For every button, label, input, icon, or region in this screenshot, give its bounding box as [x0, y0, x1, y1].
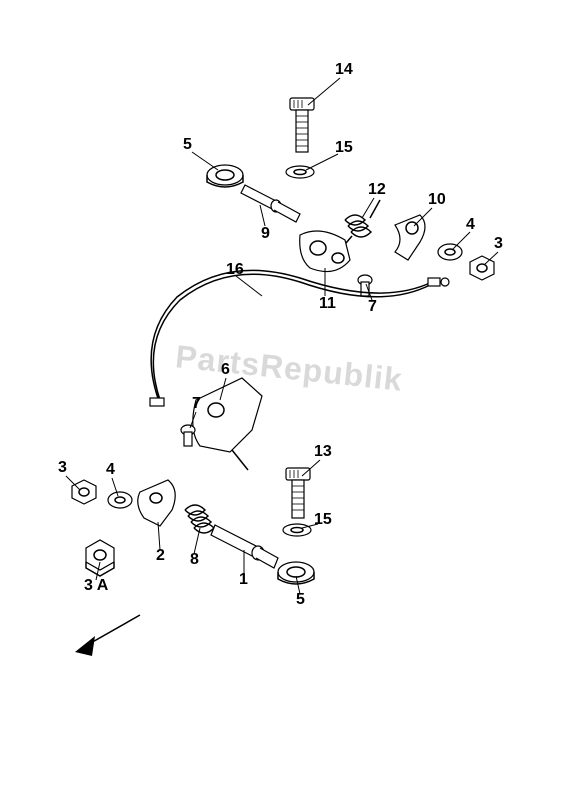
part-bracket-11 — [300, 231, 350, 272]
callout-3A: 3 A — [84, 578, 108, 594]
callout-3-upper: 3 — [494, 236, 503, 252]
callout-2: 2 — [156, 548, 165, 564]
callout-12: 12 — [368, 182, 386, 198]
callout-4-upper: 4 — [466, 217, 475, 233]
part-bracket-10 — [395, 215, 425, 260]
diagram-canvas: PartsRepublik — [0, 0, 565, 800]
callout-16: 16 — [226, 262, 244, 278]
diagram-svg — [0, 0, 565, 800]
callout-7-upper: 7 — [368, 299, 377, 315]
callout-14: 14 — [335, 62, 353, 78]
callout-10: 10 — [428, 192, 446, 208]
part-washer-4-upper — [438, 244, 462, 260]
callout-15-lower: 15 — [314, 512, 332, 528]
callout-5-upper: 5 — [183, 137, 192, 153]
leader-lines — [66, 78, 498, 594]
part-seal-5-upper — [207, 165, 243, 187]
part-bracket-6 — [193, 378, 262, 470]
part-screw-7-lower — [181, 425, 195, 446]
callout-15-upper: 15 — [335, 140, 353, 156]
callout-6: 6 — [221, 362, 230, 378]
callout-11: 11 — [319, 296, 336, 312]
direction-arrow — [75, 615, 140, 656]
callout-9: 9 — [261, 226, 270, 242]
callout-8: 8 — [190, 552, 199, 568]
part-seal-5-lower — [278, 562, 314, 584]
part-cable-16 — [150, 270, 449, 406]
part-bolt-13 — [286, 468, 310, 518]
callout-7-lower: 7 — [192, 396, 201, 412]
part-bolt-14 — [290, 98, 314, 152]
callout-3-left: 3 — [58, 460, 67, 476]
part-washer-4-lower — [108, 492, 132, 508]
callout-1: 1 — [239, 572, 248, 588]
part-lever-2 — [138, 480, 175, 526]
part-nut-3-left — [72, 480, 96, 504]
part-nut-3A — [86, 540, 114, 576]
part-shaft-9 — [241, 185, 300, 222]
callout-4-lower: 4 — [106, 462, 115, 478]
part-washer-15-lower — [283, 524, 311, 536]
callout-5-lower: 5 — [296, 592, 305, 608]
callout-13: 13 — [314, 444, 332, 460]
